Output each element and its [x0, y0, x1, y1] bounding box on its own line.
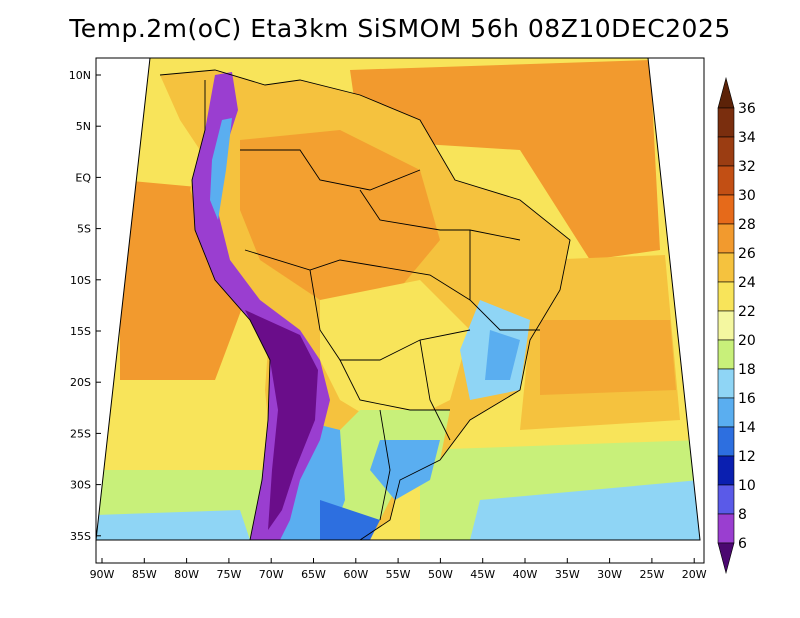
colorbar-segment [717, 136, 735, 167]
colorbar-segment [717, 310, 735, 341]
colorbar-segment [717, 252, 735, 283]
colorbar-segment [717, 455, 735, 486]
lon-tick-label: 25W [639, 568, 664, 581]
south-pacific-cold-band [96, 510, 250, 540]
lat-tick-label: 30S [70, 479, 91, 492]
latitude-axis: 10N 5N EQ 5S 10S 15S 20S 25S 30S 35S [69, 69, 101, 543]
atlantic-coastline [159, 69, 571, 541]
brazil-states-border-east [469, 230, 540, 331]
andes-coldest-core [245, 310, 318, 530]
lat-tick-label: 5N [76, 120, 91, 133]
colorbar-label: 34 [738, 130, 756, 146]
lon-tick-label: 40W [513, 568, 538, 581]
lon-tick-label: 60W [343, 568, 368, 581]
lat-tick-label: 25S [70, 427, 91, 440]
brazil-bolivia-border [244, 249, 471, 301]
colorbar-label: 32 [738, 159, 756, 175]
temperature-field [96, 58, 700, 540]
lon-tick-label: 70W [259, 568, 284, 581]
colorbar-segment [717, 368, 735, 399]
colorbar-label: 14 [738, 420, 756, 436]
bolivia-paraguay-border [309, 269, 471, 361]
lat-tick-label: EQ [75, 171, 91, 184]
northern-andes-cold-strip [210, 118, 232, 220]
colorbar-label: 10 [738, 478, 756, 494]
northern-border [240, 149, 421, 191]
atlantic-warm-patch [540, 320, 676, 395]
colorbar-label: 26 [738, 246, 756, 262]
lon-tick-label: 65W [301, 568, 326, 581]
lat-tick-label: 20S [70, 376, 91, 389]
central-brazil-zone [320, 280, 470, 430]
colorbar-segment [717, 223, 735, 254]
lon-tick-label: 90W [90, 568, 115, 581]
colorbar-bottom-arrow [717, 542, 735, 575]
axis-frame [95, 57, 705, 564]
colorbar-label: 12 [738, 449, 756, 465]
colorbar-label: 22 [738, 304, 756, 320]
eastern-highlands-cold-core [485, 330, 520, 380]
country-borders [159, 69, 571, 541]
argentina-uruguay-border [379, 409, 391, 521]
lat-tick-label: 5S [77, 223, 91, 236]
colorbar-segment [717, 484, 735, 515]
lon-tick-label: 45W [470, 568, 495, 581]
colorbar-segment [717, 339, 735, 370]
amazon-warm-core [240, 130, 440, 300]
colorbar-label: 18 [738, 362, 756, 378]
lat-tick-label: 35S [70, 530, 91, 543]
south-buenos-aires-cold-zone [320, 500, 380, 540]
lon-tick-label: 30W [597, 568, 622, 581]
lon-tick-label: 85W [132, 568, 157, 581]
colorbar-segment [717, 165, 735, 196]
lon-tick-label: 20W [682, 568, 707, 581]
colorbar-label: 24 [738, 275, 756, 291]
colorbar-segment [717, 194, 735, 225]
lon-tick-label: 50W [428, 568, 453, 581]
south-atlantic-cold-band [470, 480, 700, 540]
lat-tick-label: 15S [70, 325, 91, 338]
colorbar-segment [717, 281, 735, 312]
colorbar-label: 28 [738, 217, 756, 233]
colorbar-label: 8 [738, 507, 747, 523]
lon-tick-label: 35W [555, 568, 580, 581]
lon-tick-label: 80W [174, 568, 199, 581]
brazil-states-border-south [419, 339, 451, 441]
colorbar-label: 36 [738, 101, 756, 117]
lat-tick-label: 10S [70, 274, 91, 287]
pacific-coastline [191, 80, 271, 541]
paraguay-argentina-border [339, 359, 450, 411]
colorbar-segment [717, 426, 735, 457]
colorbar-label: 16 [738, 391, 756, 407]
colorbar-top-arrow [717, 76, 735, 109]
colorbar-label: 20 [738, 333, 756, 349]
colorbar-label: 30 [738, 188, 756, 204]
map-title: Temp.2m(oC) Eta3km SiSMOM 56h 08Z10DEC20… [69, 14, 731, 43]
longitude-axis: 90W 85W 80W 75W 70W 65W 60W 55W 50W 45W 40W 35W 30W 2… [90, 558, 707, 581]
brazil-states-border-north [359, 189, 521, 241]
colorbar-label: 6 [738, 536, 747, 552]
colorbar-segment [717, 397, 735, 428]
lon-tick-label: 75W [216, 568, 241, 581]
colorbar-segment [717, 107, 735, 138]
lat-tick-label: 10N [69, 69, 91, 82]
warm-atlantic-north-zone [350, 60, 660, 260]
colorbar-segment [717, 513, 735, 544]
lon-tick-label: 55W [386, 568, 411, 581]
